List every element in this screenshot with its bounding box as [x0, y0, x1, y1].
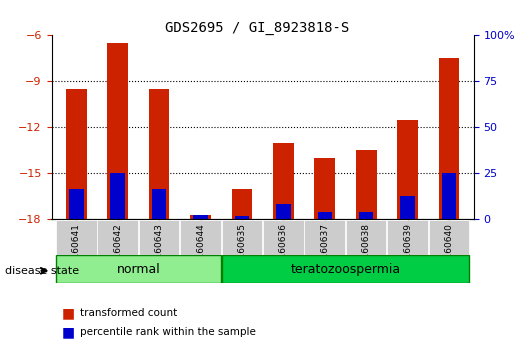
FancyBboxPatch shape [346, 220, 386, 255]
Text: GSM160640: GSM160640 [444, 223, 454, 278]
Text: GSM160637: GSM160637 [320, 223, 329, 278]
Bar [273, 143, 294, 219]
Bar [69, 189, 83, 219]
Text: normal: normal [116, 263, 160, 275]
Bar [276, 204, 290, 219]
Text: transformed count: transformed count [80, 308, 177, 318]
Text: GSM160639: GSM160639 [403, 223, 412, 278]
Text: percentile rank within the sample: percentile rank within the sample [80, 327, 256, 337]
Bar [111, 173, 125, 219]
Text: GSM160644: GSM160644 [196, 223, 205, 278]
Bar [356, 150, 376, 219]
Text: GSM160642: GSM160642 [113, 223, 122, 278]
Bar [152, 189, 166, 219]
Bar [400, 196, 415, 219]
Text: disease state: disease state [5, 266, 79, 276]
Bar [190, 215, 211, 219]
Text: GSM160641: GSM160641 [72, 223, 81, 278]
FancyBboxPatch shape [180, 220, 221, 255]
FancyBboxPatch shape [221, 220, 262, 255]
Text: GDS2695 / GI_8923818-S: GDS2695 / GI_8923818-S [165, 21, 350, 35]
FancyBboxPatch shape [263, 220, 304, 255]
Bar [318, 212, 332, 219]
FancyBboxPatch shape [304, 220, 345, 255]
FancyBboxPatch shape [97, 220, 138, 255]
Bar [235, 216, 249, 219]
Bar [232, 189, 252, 219]
Bar [149, 89, 169, 219]
Bar [439, 58, 459, 219]
Text: ■: ■ [62, 325, 75, 339]
Bar [314, 158, 335, 219]
FancyBboxPatch shape [428, 220, 469, 255]
Text: teratozoospermia: teratozoospermia [290, 263, 401, 275]
Bar [108, 43, 128, 219]
Bar [442, 173, 456, 219]
Text: GSM160638: GSM160638 [362, 223, 371, 278]
FancyBboxPatch shape [139, 220, 179, 255]
FancyBboxPatch shape [56, 220, 97, 255]
Text: GSM160635: GSM160635 [237, 223, 247, 278]
Text: ■: ■ [62, 306, 75, 320]
FancyBboxPatch shape [387, 220, 428, 255]
FancyBboxPatch shape [56, 255, 221, 283]
Text: GSM160643: GSM160643 [154, 223, 164, 278]
Bar [397, 120, 418, 219]
FancyBboxPatch shape [221, 255, 469, 283]
Bar [193, 215, 208, 219]
Bar [66, 89, 87, 219]
Bar [359, 212, 373, 219]
Text: GSM160636: GSM160636 [279, 223, 288, 278]
